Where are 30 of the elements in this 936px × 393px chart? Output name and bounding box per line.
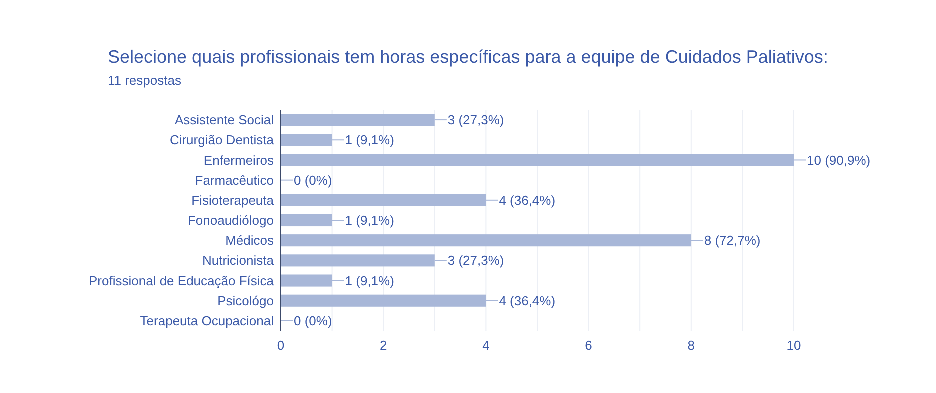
data-label: 1 (9,1%) [345, 273, 394, 288]
data-label: 1 (9,1%) [345, 132, 394, 148]
y-tick-label: Médicos [226, 233, 274, 248]
y-tick-label: Fonoaudiólogo [188, 213, 274, 228]
chart-title: Selecione quais profissionais tem horas específicas para a equipe de Cuidados Paliativos: [108, 47, 828, 67]
x-tick-label: 2 [380, 338, 388, 353]
x-tick-label: 4 [482, 338, 490, 353]
y-tick-label: Cirurgião Dentista [170, 132, 275, 148]
data-label: 4 (36,4%) [499, 293, 556, 308]
data-label: 4 (36,4%) [499, 192, 556, 208]
x-tick-label: 6 [585, 338, 592, 353]
data-label: 3 (27,3%) [448, 253, 504, 268]
x-tick-label: 8 [688, 338, 696, 353]
y-tick-label: Fisioterapeuta [192, 192, 275, 208]
data-label: 10 (90,9%) [807, 152, 871, 168]
data-label: 1 (9,1%) [345, 213, 394, 228]
y-tick-label: Farmacêutico [195, 172, 274, 188]
y-tick-label: Profissional de Educação Física [89, 273, 275, 288]
data-label: 3 (27,3%) [448, 112, 504, 128]
data-label: 0 (0%) [294, 314, 332, 329]
y-tick-label: Psicológo [218, 293, 274, 308]
y-tick-label: Assistente Social [175, 112, 274, 128]
text: 11 respostas [108, 73, 182, 88]
y-tick-label: Nutricionista [202, 253, 275, 268]
data-label: 8 (72,7%) [704, 233, 761, 248]
x-tick-label: 10 [786, 338, 802, 353]
data-label: 0 (0%) [294, 172, 332, 188]
x-tick-label: 0 [277, 338, 285, 353]
y-tick-label: Enfermeiros [204, 152, 274, 168]
y-tick-label: Terapeuta Ocupacional [140, 314, 274, 329]
